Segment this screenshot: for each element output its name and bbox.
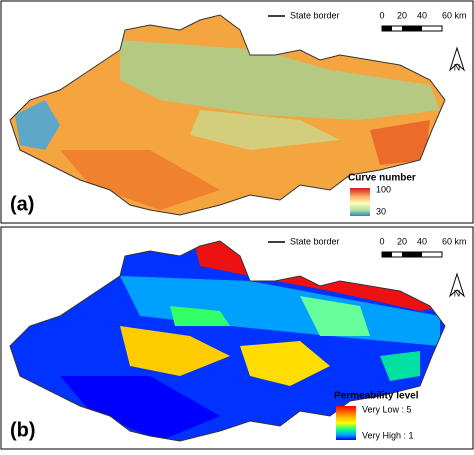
scale-segment [382,252,392,257]
legend-max: 100 [376,184,391,194]
north-arrow-shape [448,272,466,298]
map-zone [170,306,230,326]
scale-segment [402,252,422,257]
legend-ramp [350,188,370,216]
scale-label: 20 [397,236,407,246]
legend-min: 30 [376,206,386,216]
panel-b: (b) State border 0 20 40 60 km N Permeab… [0,226,474,450]
scale-label: 0 [379,236,384,246]
legend-title: Curve number [348,173,416,184]
legend-max: Very Low : 5 [362,404,412,414]
map-zone [60,376,220,441]
map-zone [240,341,330,386]
legend-min: Very High : 1 [362,430,414,440]
scale-label: 0 [379,10,384,20]
scale-label: 20 [397,10,407,20]
legend-ramp [336,406,356,440]
map-zone [300,296,370,336]
map-zone [380,351,420,381]
north-arrow-shape [448,46,466,72]
scale-bar: 0 20 40 60 km [379,236,467,258]
map-zone [120,326,230,376]
scale-label: 40 [417,236,427,246]
map-zone [120,40,440,120]
scale-label: 60 km [442,10,467,20]
north-arrow: N [448,46,466,72]
panel-label: (a) [10,193,34,215]
map-zone [190,110,340,150]
map-zone [370,120,430,165]
scale-label: 40 [417,10,427,20]
legend-title: Permeability level [334,391,419,402]
panel-label: (b) [10,419,36,441]
legend-text: State border [290,236,340,246]
scale-bar: 0 20 40 60 km [379,10,467,32]
scale-segment [382,26,392,31]
scale-label: 60 km [442,236,467,246]
scale-segment [402,26,422,31]
north-label: N [454,62,461,72]
map-zone [15,100,60,150]
north-label: N [454,288,461,298]
panel-a: (a) State border 0 20 40 60 km N Curve n… [0,0,474,224]
north-arrow: N [448,272,466,298]
map-zone [60,150,220,210]
legend-text: State border [290,10,340,20]
